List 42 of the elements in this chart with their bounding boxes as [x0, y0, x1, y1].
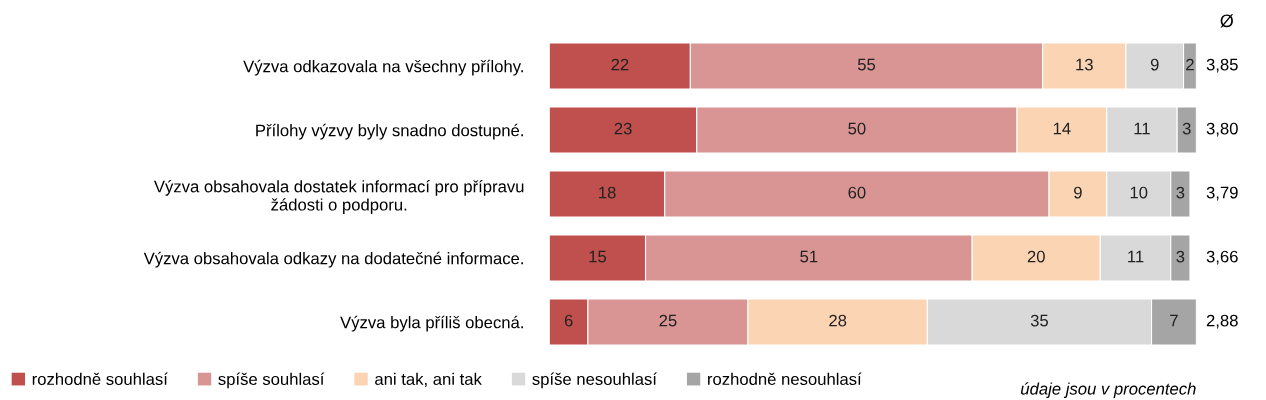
- data-label: 14: [1053, 122, 1071, 135]
- y-tick-label: Výzva byla příliš obecná.: [340, 315, 523, 332]
- text: 3,85: [1206, 58, 1238, 73]
- text: Ø: [1220, 14, 1234, 28]
- legend-label: spíše souhlasí: [218, 372, 325, 389]
- data-label: 23: [614, 122, 632, 135]
- data-label: 9: [1150, 58, 1159, 71]
- data-label: 55: [857, 58, 876, 71]
- text: 3,66: [1206, 250, 1238, 265]
- legend-label: spíše nesouhlasí: [532, 372, 657, 389]
- data-label: 2: [1186, 58, 1194, 71]
- y-tick-label: Výzva odkazovala na všechny přílohy.: [243, 59, 523, 76]
- data-label: 13: [1076, 58, 1093, 71]
- data-label: 3: [1182, 122, 1191, 135]
- y-tick-label: Výzva obsahovala odkazy na dodatečné informace.: [143, 251, 523, 268]
- data-label: 51: [800, 250, 818, 263]
- data-label: 9: [1074, 186, 1082, 199]
- annotation: údaje jsou v procentech: [1021, 382, 1196, 398]
- data-label: 50: [848, 122, 866, 135]
- data-label: 25: [659, 314, 677, 327]
- text: 2,88: [1206, 314, 1238, 329]
- data-label: 18: [599, 186, 616, 199]
- text: 3,80: [1206, 122, 1238, 137]
- data-label: 3: [1176, 250, 1185, 263]
- y-tick-label: Výzva obsahovala dostatek informací pro přípravu žádosti o podporu.: [153, 180, 524, 214]
- legend-label: rozhodně souhlasí: [32, 372, 168, 386]
- data-label: 22: [611, 58, 629, 71]
- legend-label: ani tak, ani tak: [375, 372, 482, 388]
- data-label: 11: [1128, 250, 1144, 263]
- data-label: 10: [1130, 186, 1148, 199]
- legend-label: rozhodně nesouhlasí: [708, 372, 862, 386]
- data-label: 7: [1170, 314, 1178, 327]
- data-label: 3: [1176, 186, 1185, 199]
- text: 3,79: [1206, 186, 1238, 201]
- data-label: 35: [1030, 314, 1049, 327]
- data-label: 28: [829, 314, 847, 327]
- y-tick-label: Přílohy výzvy byly snadno dostupné.: [256, 123, 523, 140]
- data-label: 11: [1134, 122, 1150, 135]
- data-label: 20: [1027, 250, 1045, 263]
- data-label: 60: [848, 186, 866, 199]
- data-label: 15: [589, 250, 607, 263]
- data-label: 6: [564, 314, 573, 327]
